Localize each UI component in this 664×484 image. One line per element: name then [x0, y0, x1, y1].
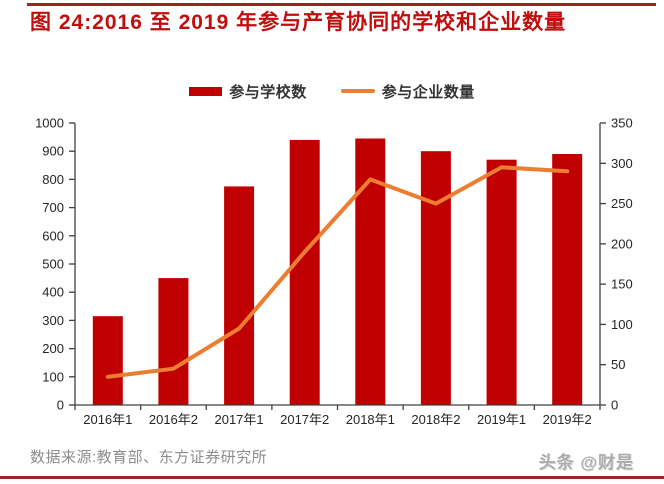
bottom-divider-rule — [0, 476, 664, 479]
x-axis-label: 2016年1 — [83, 412, 132, 427]
x-axis-label: 2018年1 — [346, 412, 395, 427]
y-axis-left-label: 0 — [57, 398, 64, 413]
figure-title: 图 24:2016 至 2019 年参与产育协同的学校和企业数量 — [30, 11, 567, 34]
x-axis-label: 2018年2 — [411, 412, 460, 427]
y-axis-left-label: 700 — [42, 200, 64, 215]
school-bar — [92, 316, 123, 405]
school-bar — [158, 278, 189, 405]
y-axis-right-label: 100 — [611, 317, 633, 332]
y-axis-right-label: 250 — [611, 196, 633, 211]
y-axis-left-label: 900 — [42, 144, 64, 159]
y-axis-right-label: 0 — [611, 398, 618, 413]
y-axis-left-label: 400 — [42, 285, 64, 300]
y-axis-right-label: 150 — [611, 277, 633, 292]
y-axis-left-label: 200 — [42, 341, 64, 356]
watermark-text: 头条 @财是 — [538, 453, 634, 472]
data-source-note: 数据来源:教育部、东方证券研究所 — [30, 449, 268, 466]
y-axis-right-label: 300 — [611, 156, 633, 171]
school-bar — [289, 139, 320, 405]
y-axis-left-label: 600 — [42, 228, 64, 243]
x-axis-label: 2019年2 — [543, 412, 592, 427]
combo-chart: 0 100 200 300 400 500 600 700 800 900 1000 0 50 100 15… — [0, 108, 664, 448]
line-swatch-icon — [340, 89, 375, 93]
x-axis-label: 2017年2 — [280, 412, 329, 427]
school-bar — [224, 186, 255, 405]
legend-label-schools: 参与学校数 — [229, 83, 307, 101]
top-divider-rule — [27, 3, 656, 6]
school-bar — [486, 159, 517, 405]
school-bar — [552, 154, 583, 405]
x-axis-label: 2019年1 — [477, 412, 526, 427]
enterprise-line — [105, 165, 570, 379]
school-bar — [420, 151, 451, 405]
y-axis-left-label: 300 — [42, 313, 64, 328]
legend-label-enterprises: 参与企业数量 — [381, 83, 475, 101]
y-axis-right-label: 350 — [611, 116, 633, 131]
legend-item-enterprises: 参与企业数量 — [340, 81, 475, 102]
y-axis-right-label: 50 — [611, 357, 625, 372]
y-axis-right-label: 200 — [611, 236, 633, 251]
y-axis-left-label: 800 — [42, 172, 64, 187]
legend-item-schools: 参与学校数 — [189, 81, 307, 102]
y-axis-left-label: 1000 — [35, 116, 64, 131]
x-axis-label: 2016年2 — [149, 412, 198, 427]
bar-swatch-icon — [189, 86, 223, 96]
y-axis-left-label: 500 — [42, 257, 64, 272]
x-axis-label: 2017年1 — [214, 412, 263, 427]
y-axis-left-label: 100 — [42, 369, 64, 384]
chart-legend: 参与学校数 参与企业数量 — [0, 80, 664, 102]
combo-chart-svg: 0 100 200 300 400 500 600 700 800 900 1000 0 50 100 15… — [35, 116, 633, 428]
